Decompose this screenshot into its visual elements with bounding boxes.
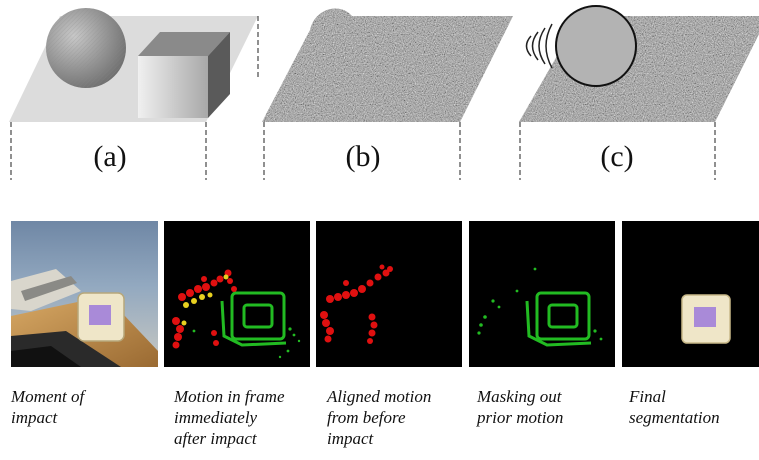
schematic-figure <box>9 5 759 180</box>
photo-final-segmentation <box>622 221 759 367</box>
panel-a-scene <box>9 8 258 122</box>
motion-arc <box>545 23 553 69</box>
caption-moment-of-impact: Moment of impact <box>11 387 85 427</box>
photo-masked-motion <box>469 221 615 367</box>
panel-label-c: (c) <box>600 140 634 173</box>
caption-aligned-prior-motion: Aligned motion from before impact <box>327 387 432 448</box>
caption-final-segmentation: Final segmentation <box>629 387 720 427</box>
impacting-sphere <box>555 5 637 87</box>
photo-aligned-prior-motion <box>316 221 462 367</box>
panel-c-impact-scene <box>519 5 759 122</box>
photo-motion-after-impact <box>164 221 310 367</box>
panel-label-b: (b) <box>345 140 381 173</box>
panel-label-a: (a) <box>93 140 127 173</box>
caption-masking-out: Masking out prior motion <box>477 387 564 427</box>
photo-moment-of-impact <box>11 221 158 367</box>
cube-front <box>138 56 208 118</box>
cube-top <box>138 32 230 56</box>
panel-b-noise-scene <box>262 8 513 122</box>
cube-side <box>208 32 230 118</box>
caption-motion-after-impact: Motion in frame immediately after impact <box>174 387 285 448</box>
